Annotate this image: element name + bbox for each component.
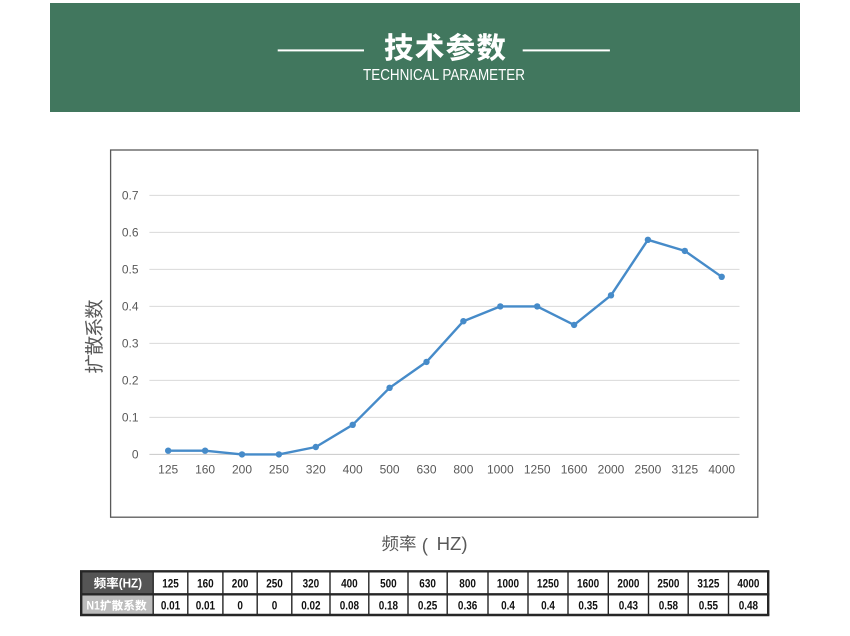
svg-text:160: 160	[195, 463, 215, 477]
svg-text:0.08: 0.08	[340, 600, 359, 613]
svg-text:(: (	[422, 534, 429, 555]
svg-text:200: 200	[232, 578, 249, 591]
svg-text:0.1: 0.1	[122, 411, 139, 425]
svg-text:400: 400	[341, 578, 358, 591]
svg-text:630: 630	[419, 578, 436, 591]
svg-text:2000: 2000	[617, 578, 639, 591]
svg-text:3125: 3125	[671, 463, 698, 477]
svg-text:0.48: 0.48	[739, 600, 758, 613]
svg-text:400: 400	[343, 463, 363, 477]
svg-text:250: 250	[269, 463, 289, 477]
svg-text:320: 320	[303, 578, 320, 591]
svg-text:0.6: 0.6	[122, 226, 139, 240]
svg-text:125: 125	[162, 578, 179, 591]
svg-text:800: 800	[453, 463, 473, 477]
svg-text:4000: 4000	[708, 463, 735, 477]
svg-text:0.18: 0.18	[379, 600, 398, 613]
svg-text:125: 125	[158, 463, 178, 477]
svg-text:0.55: 0.55	[699, 600, 718, 613]
svg-text:0.36: 0.36	[458, 600, 477, 613]
svg-text:0.4: 0.4	[541, 600, 556, 613]
svg-text:0.43: 0.43	[619, 600, 638, 613]
svg-text:0.02: 0.02	[301, 600, 320, 613]
svg-text:N1: N1	[87, 600, 101, 613]
svg-text:0.01: 0.01	[196, 600, 215, 613]
svg-text:1000: 1000	[497, 578, 519, 591]
svg-text:0: 0	[237, 600, 243, 613]
svg-text:160: 160	[197, 578, 214, 591]
svg-text:1600: 1600	[577, 578, 599, 591]
svg-text:0: 0	[272, 600, 278, 613]
svg-text:0.7: 0.7	[122, 189, 139, 203]
svg-text:320: 320	[306, 463, 326, 477]
svg-text:3125: 3125	[697, 578, 719, 591]
svg-text:0.35: 0.35	[578, 600, 597, 613]
svg-text:0.01: 0.01	[161, 600, 180, 613]
svg-text:0.4: 0.4	[122, 300, 139, 314]
svg-text:500: 500	[380, 463, 400, 477]
svg-text:800: 800	[459, 578, 476, 591]
svg-text:HZ): HZ)	[437, 533, 468, 554]
svg-text:1600: 1600	[561, 463, 588, 477]
svg-text:0.2: 0.2	[122, 374, 139, 388]
svg-text:TECHNICAL PARAMETER: TECHNICAL PARAMETER	[363, 67, 525, 84]
svg-text:250: 250	[266, 578, 283, 591]
svg-text:500: 500	[380, 578, 397, 591]
svg-text:0.4: 0.4	[501, 600, 516, 613]
svg-text:(HZ): (HZ)	[119, 576, 142, 591]
svg-text:1000: 1000	[487, 463, 514, 477]
svg-text:0.58: 0.58	[659, 600, 678, 613]
svg-text:200: 200	[232, 463, 252, 477]
svg-text:2500: 2500	[635, 463, 662, 477]
svg-text:0: 0	[132, 448, 139, 462]
svg-text:4000: 4000	[737, 578, 759, 591]
svg-text:0.3: 0.3	[122, 337, 139, 351]
svg-text:1250: 1250	[537, 578, 559, 591]
svg-text:0.5: 0.5	[122, 263, 139, 277]
svg-text:1250: 1250	[524, 463, 551, 477]
svg-text:630: 630	[416, 463, 436, 477]
svg-text:0.25: 0.25	[418, 600, 437, 613]
svg-text:2500: 2500	[657, 578, 679, 591]
svg-text:2000: 2000	[598, 463, 625, 477]
